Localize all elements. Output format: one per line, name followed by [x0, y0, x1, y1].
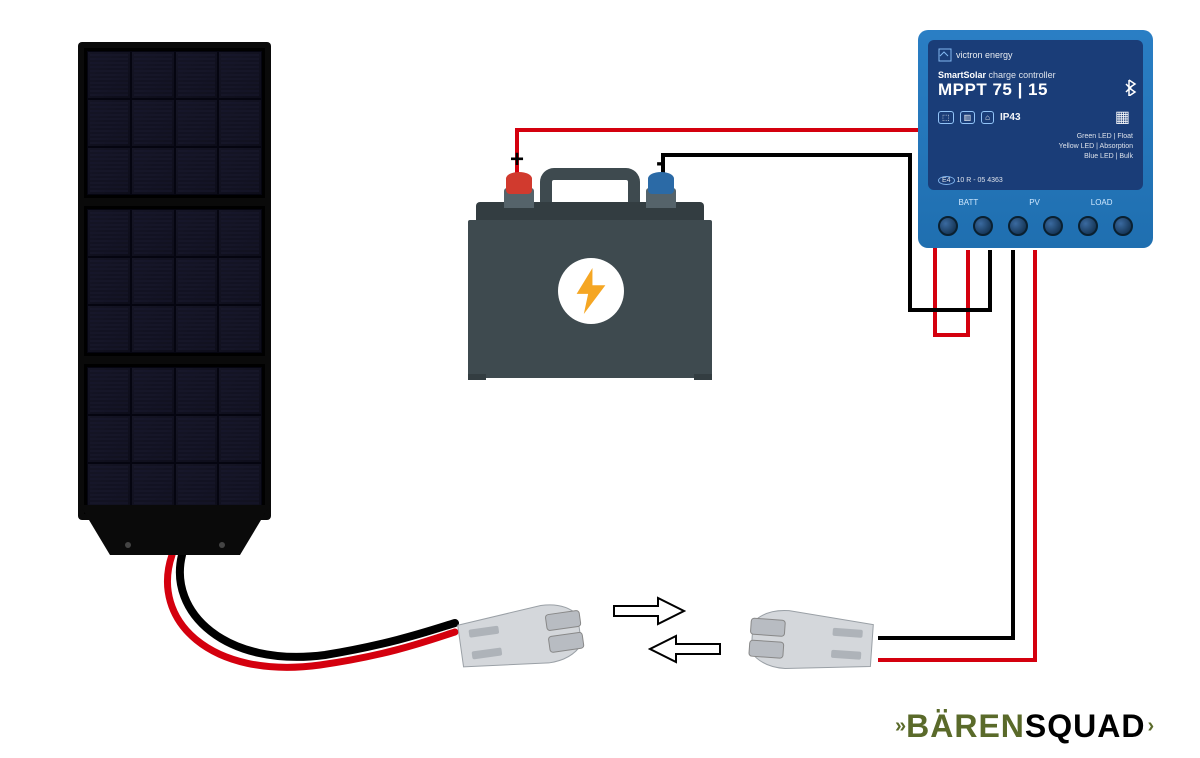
arrow-right-icon	[612, 596, 686, 626]
anderson-plug-right	[732, 602, 882, 680]
charge-controller: victron energy SmartSolar charge control…	[918, 30, 1153, 248]
controller-badges: ⬚▥⌂ IP43 ▦	[938, 106, 1133, 128]
bolt-icon	[558, 258, 624, 324]
controller-faceplate: victron energy SmartSolar charge control…	[928, 40, 1143, 190]
plus-label: +	[510, 146, 524, 174]
bluetooth-icon	[1125, 78, 1139, 96]
minus-label: -	[656, 146, 665, 178]
solar-panel-base	[60, 505, 290, 560]
wire-panel-pos	[167, 555, 455, 667]
battery: + -	[468, 150, 712, 380]
arrow-left-icon	[648, 634, 722, 664]
controller-terminals	[930, 212, 1141, 240]
controller-brand: victron energy	[938, 48, 1133, 62]
controller-terminal-labels: BATT PV LOAD	[933, 198, 1138, 207]
controller-subtitle: SmartSolar charge controller	[938, 70, 1133, 80]
controller-model: MPPT 75 | 15	[938, 80, 1133, 100]
battery-terminal-positive	[506, 172, 532, 194]
solar-panel	[78, 42, 271, 520]
controller-led-legend: Green LED | Float Yellow LED | Absorptio…	[938, 132, 1133, 161]
brand-logo: » BÄREN SQUAD ›	[895, 708, 1148, 745]
anderson-plug-left	[450, 598, 600, 676]
wiring-diagram: + - victron energy SmartSolar charge con…	[0, 0, 1200, 758]
